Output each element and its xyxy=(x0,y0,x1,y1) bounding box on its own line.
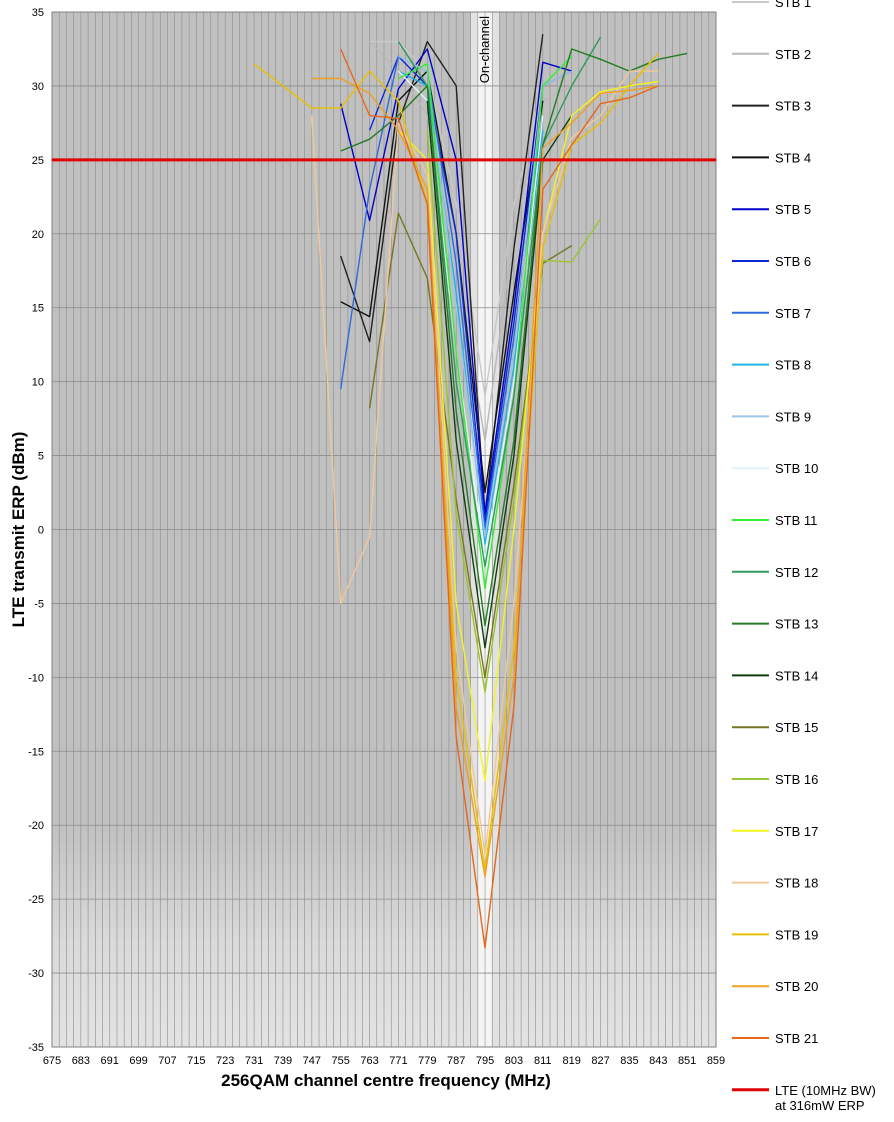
legend-label-stb-8: STB 8 xyxy=(775,358,811,373)
legend-label-stb-18: STB 18 xyxy=(775,876,818,891)
legend-label-stb-13: STB 13 xyxy=(775,617,818,632)
legend-label-stb-7: STB 7 xyxy=(775,306,811,321)
x-axis-label: 256QAM channel centre frequency (MHz) xyxy=(221,1071,551,1090)
x-tick-label: 859 xyxy=(707,1055,725,1067)
x-tick-label: 683 xyxy=(72,1055,90,1067)
legend-label-stb-17: STB 17 xyxy=(775,824,818,839)
series-line-stb-16 xyxy=(426,130,602,693)
x-tick-label: 851 xyxy=(678,1055,696,1067)
x-tick-label: 707 xyxy=(158,1055,176,1067)
legend-label-stb-21: STB 21 xyxy=(775,1031,818,1046)
legend: STB 1 STB 2 STB 3 STB 4 STB 5 STB 6 STB 7 STB 8… xyxy=(732,0,876,1113)
x-tick-label: 755 xyxy=(332,1055,350,1067)
legend-label-stb-10: STB 10 xyxy=(775,461,818,476)
x-tick-label: 763 xyxy=(360,1055,378,1067)
x-tick-label: 747 xyxy=(303,1055,321,1067)
series-line-stb-7 xyxy=(340,55,544,531)
x-tick-label: 843 xyxy=(649,1055,667,1067)
legend-label-stb-16: STB 16 xyxy=(775,772,818,787)
series-line-stb-19 xyxy=(253,52,659,871)
legend-label-stb-2: STB 2 xyxy=(775,47,811,62)
on-channel-annotation: On-channel xyxy=(477,16,492,83)
y-tick-label: -15 xyxy=(28,746,44,758)
y-tick-label: -10 xyxy=(28,672,44,684)
legend-label-stb-20: STB 20 xyxy=(775,979,818,994)
x-tick-label: 787 xyxy=(447,1055,465,1067)
y-tick-label: -35 xyxy=(28,1042,44,1054)
x-tick-label: 731 xyxy=(245,1055,263,1067)
x-tick-label: 715 xyxy=(187,1055,205,1067)
y-tick-label: 25 xyxy=(32,155,44,167)
x-tick-label: 803 xyxy=(505,1055,523,1067)
legend-label-stb-11: STB 11 xyxy=(775,513,817,528)
x-tick-label: 739 xyxy=(274,1055,292,1067)
y-tick-label: 15 xyxy=(32,303,44,315)
series-line-stb-14 xyxy=(426,100,573,649)
y-tick-label: 10 xyxy=(32,377,44,389)
legend-label-reference-line2: at 316mW ERP xyxy=(775,1098,865,1113)
series-line-stb-17 xyxy=(397,80,659,782)
x-tick-label: 819 xyxy=(562,1055,580,1067)
series-line-stb-4 xyxy=(340,70,544,494)
x-tick-label: 827 xyxy=(591,1055,609,1067)
y-tick-label: 30 xyxy=(32,81,44,93)
x-tick-label: 779 xyxy=(418,1055,436,1067)
legend-label-stb-9: STB 9 xyxy=(775,409,811,424)
x-tick-label: 691 xyxy=(101,1055,119,1067)
legend-label-stb-4: STB 4 xyxy=(775,150,811,165)
legend-label-stb-15: STB 15 xyxy=(775,720,818,735)
series-lines xyxy=(253,34,688,949)
y-tick-label: -20 xyxy=(28,820,44,832)
x-tick-label: 811 xyxy=(534,1055,552,1067)
x-tick-label: 795 xyxy=(476,1055,494,1067)
legend-label-stb-5: STB 5 xyxy=(775,202,811,217)
x-tick-label: 723 xyxy=(216,1055,234,1067)
series-line-stb-21 xyxy=(340,48,659,949)
y-tick-label: -30 xyxy=(28,968,44,980)
plot-area-frame xyxy=(51,11,717,1048)
series-line-stb-18 xyxy=(311,70,659,856)
legend-label-stb-14: STB 14 xyxy=(775,668,818,683)
legend-label-stb-6: STB 6 xyxy=(775,254,811,269)
y-axis-label: LTE transmit ERP (dBm) xyxy=(9,432,28,628)
legend-label-stb-12: STB 12 xyxy=(775,565,818,580)
y-tick-label: 0 xyxy=(38,525,44,537)
y-tick-label: 35 xyxy=(32,7,44,19)
legend-label-reference-line1: LTE (10MHz BW) xyxy=(775,1083,876,1098)
y-tick-label: -5 xyxy=(34,598,44,610)
legend-label-stb-19: STB 19 xyxy=(775,927,818,942)
series-line-stb-20 xyxy=(311,77,659,878)
legend-label-stb-3: STB 3 xyxy=(775,99,811,114)
x-tick-label: 771 xyxy=(389,1055,407,1067)
x-tick-label: 835 xyxy=(620,1055,638,1067)
x-tick-label: 675 xyxy=(43,1055,61,1067)
series-line-stb-3 xyxy=(340,34,544,516)
series-line-stb-11 xyxy=(398,55,573,590)
x-tick-label: 699 xyxy=(129,1055,147,1067)
y-tick-label: 5 xyxy=(38,451,44,463)
legend-label-stb-1: STB 1 xyxy=(775,0,811,10)
y-tick-label: 20 xyxy=(32,229,44,241)
y-tick-label: -25 xyxy=(28,894,44,906)
